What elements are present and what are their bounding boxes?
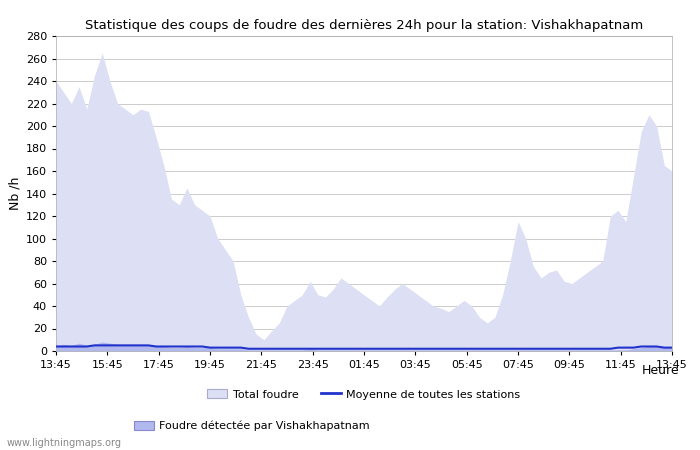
Title: Statistique des coups de foudre des dernières 24h pour la station: Vishakhapatna: Statistique des coups de foudre des dern… (85, 19, 643, 32)
Text: www.lightningmaps.org: www.lightningmaps.org (7, 438, 122, 448)
Y-axis label: Nb /h: Nb /h (8, 177, 22, 210)
Legend: Total foudre, Moyenne de toutes les stations: Total foudre, Moyenne de toutes les stat… (203, 385, 525, 404)
Text: Heure: Heure (641, 364, 679, 378)
Legend: Foudre détectée par Vishakhapatnam: Foudre détectée par Vishakhapatnam (130, 416, 374, 436)
